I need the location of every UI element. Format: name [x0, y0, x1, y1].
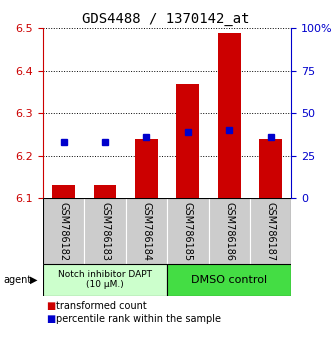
Text: GDS4488 / 1370142_at: GDS4488 / 1370142_at — [82, 12, 249, 27]
Bar — [84, 198, 126, 264]
Bar — [209, 198, 250, 264]
Text: GSM786182: GSM786182 — [59, 201, 69, 261]
Bar — [135, 139, 158, 198]
Text: ■: ■ — [46, 314, 56, 324]
Text: GSM786183: GSM786183 — [100, 201, 110, 261]
Bar — [43, 198, 84, 264]
Bar — [176, 84, 199, 198]
Text: GSM786186: GSM786186 — [224, 201, 234, 261]
Bar — [94, 185, 117, 198]
Bar — [126, 198, 167, 264]
Text: transformed count: transformed count — [56, 301, 147, 311]
Text: Notch inhibitor DAPT
(10 μM.): Notch inhibitor DAPT (10 μM.) — [58, 270, 152, 289]
Text: DMSO control: DMSO control — [191, 275, 267, 285]
Text: GSM786185: GSM786185 — [183, 201, 193, 261]
Bar — [52, 185, 75, 198]
Text: ■: ■ — [46, 301, 56, 311]
Bar — [218, 33, 241, 198]
Bar — [167, 198, 209, 264]
Text: GSM786187: GSM786187 — [265, 201, 276, 261]
Text: agent: agent — [3, 275, 31, 285]
Text: percentile rank within the sample: percentile rank within the sample — [56, 314, 221, 324]
Text: ▶: ▶ — [30, 275, 37, 285]
Bar — [259, 139, 282, 198]
Bar — [167, 264, 291, 296]
Text: GSM786184: GSM786184 — [141, 201, 152, 261]
Bar — [250, 198, 291, 264]
Bar — [43, 264, 167, 296]
